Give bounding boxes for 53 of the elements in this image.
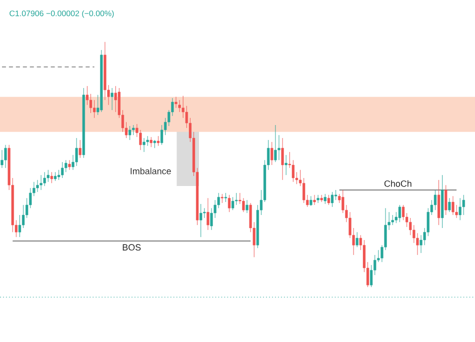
candlestick	[150, 136, 152, 148]
candlestick	[420, 234, 422, 254]
candlestick	[203, 208, 206, 218]
candlestick	[398, 204, 402, 222]
series-label: BOS	[122, 244, 141, 251]
candlestick	[142, 138, 146, 152]
candlestick	[174, 96, 178, 108]
candlestick	[330, 192, 334, 208]
candlestick	[206, 198, 210, 230]
candlestick	[228, 194, 231, 212]
candlestick	[324, 194, 326, 204]
candlestick	[281, 138, 284, 180]
candlestick	[178, 100, 181, 112]
candlestick	[200, 204, 202, 238]
annotation: Imbalance	[130, 168, 171, 174]
candlestick	[334, 190, 338, 200]
candlestick	[50, 172, 54, 184]
candlestick	[156, 136, 160, 146]
candlestick	[356, 232, 358, 248]
candlestick	[313, 194, 316, 206]
candlestick	[327, 194, 330, 206]
series-label: ChoCh	[384, 180, 412, 187]
candlestick	[452, 196, 454, 216]
candlestick	[310, 196, 312, 206]
candlestick	[68, 160, 71, 170]
candlestick	[232, 196, 234, 210]
candlestick	[4, 144, 7, 168]
candlestick	[220, 194, 224, 204]
candlestick	[246, 200, 248, 214]
candlestick	[114, 86, 117, 112]
candlestick	[93, 100, 96, 118]
candlestick	[444, 184, 448, 216]
candlestick	[132, 124, 135, 136]
candlestick	[46, 170, 50, 182]
candlestick	[274, 124, 277, 162]
candlestick	[270, 142, 274, 166]
candlestick	[224, 192, 228, 202]
candlestick	[242, 198, 245, 212]
candlestick	[61, 162, 64, 178]
candlestick	[437, 180, 440, 226]
candlestick	[458, 198, 462, 220]
candlestick	[78, 140, 82, 158]
candlestick	[110, 88, 114, 110]
candlestick	[302, 178, 306, 204]
candlestick	[235, 192, 238, 206]
candlestick	[128, 126, 132, 140]
candlestick	[64, 160, 68, 172]
candlestick	[43, 172, 46, 186]
candlestick	[284, 154, 288, 176]
candlestick	[448, 198, 451, 212]
candlestick	[75, 138, 78, 166]
candlestick	[316, 194, 320, 204]
candlestick	[40, 174, 42, 190]
